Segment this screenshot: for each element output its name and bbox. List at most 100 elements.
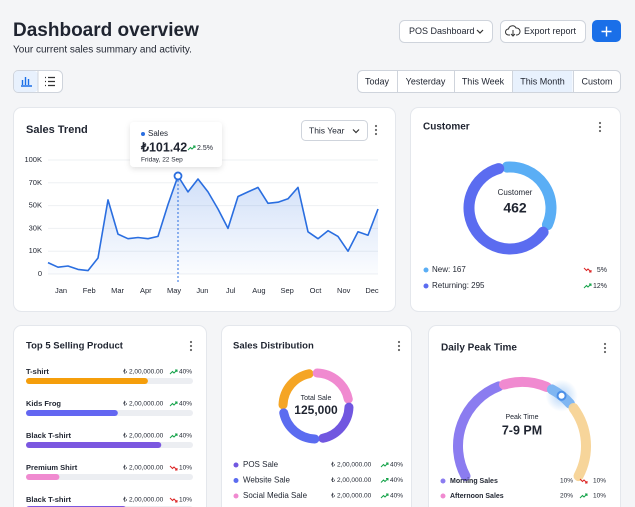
menu-dot: [603, 350, 607, 354]
menu-dot: [374, 132, 378, 136]
y-tick-label: 10K: [29, 246, 42, 255]
legend-dot: [423, 267, 429, 273]
x-tick-label: Nov: [337, 286, 351, 295]
trend-icon: [380, 493, 389, 499]
menu-dot: [603, 346, 607, 350]
donut-total: 462: [503, 200, 527, 216]
legend-dot: [440, 493, 446, 499]
donut-segment: [312, 368, 353, 404]
list-icon[interactable]: [45, 76, 55, 87]
tooltip-value: ₺101.42: [140, 140, 187, 154]
date-tab: Custom: [581, 76, 612, 86]
legend-change: 10%: [593, 493, 606, 500]
legend-change: 10%: [593, 478, 606, 485]
card-title: Sales Trend: [26, 124, 88, 136]
gauge-segment: [453, 381, 504, 482]
date-tab: Today: [365, 76, 390, 86]
progress-bar: [26, 410, 118, 416]
gauge-segment: [568, 402, 591, 482]
y-tick-label: 30K: [29, 223, 42, 232]
legend-change: 40%: [390, 477, 403, 484]
card-title: Top 5 Selling Product: [26, 341, 124, 352]
y-tick-label: 50K: [29, 201, 42, 210]
menu-dot: [189, 340, 193, 344]
bar-icon: [21, 77, 32, 87]
donut-label: Total Sale: [301, 395, 332, 402]
donut-segment: [279, 408, 320, 444]
date-tab: Yesterday: [406, 76, 446, 86]
menu-dot: [189, 344, 193, 348]
trend-icon: [169, 497, 178, 503]
period-select[interactable]: [301, 120, 368, 141]
product-price: ₺ 2,00,000.00: [123, 496, 164, 504]
menu-dot: [397, 344, 401, 348]
menu-dot: [598, 125, 602, 129]
product-name: T-shirt: [26, 367, 49, 376]
donut-label: Customer: [498, 188, 533, 197]
progress-bar: [26, 442, 162, 448]
trend-icon: [169, 401, 178, 407]
legend-label: Returning: 295: [432, 281, 485, 290]
legend-dot: [233, 478, 239, 483]
page-title: Dashboard overview: [13, 20, 199, 41]
y-tick-label: 0: [38, 269, 42, 278]
page-subtitle: Your current sales summary and activity.: [13, 45, 192, 56]
product-name: Premium Shirt: [26, 463, 78, 472]
trend-icon: [187, 145, 196, 151]
legend-price: ₺ 2,00,000.00: [331, 476, 372, 484]
top-products-card: [13, 325, 207, 507]
period-label: This Year: [309, 125, 345, 135]
card-title: Sales Distribution: [233, 341, 314, 352]
export-label: Export report: [524, 26, 577, 36]
chevron: [476, 29, 484, 34]
trend-icon: [169, 465, 178, 471]
donut-segment: [463, 163, 549, 255]
date-tab: This Month: [520, 76, 565, 86]
plus-icon: [601, 26, 612, 37]
legend-dot: [233, 493, 239, 499]
product-change: 40%: [179, 401, 192, 408]
dashboard-select-label: POS Dashboard: [409, 26, 475, 36]
card-title: Daily Peak Time: [441, 343, 517, 354]
tab-selected[interactable]: [512, 71, 573, 92]
export-button[interactable]: [500, 20, 586, 43]
sales-area: [48, 175, 378, 274]
product-change: 10%: [179, 465, 192, 472]
x-tick-label: Oct: [310, 286, 323, 295]
tooltip-series: Sales: [148, 129, 168, 138]
legend-label: New: 167: [432, 265, 466, 274]
legend-change: 12%: [593, 283, 607, 290]
gauge-value: 7-9 PM: [502, 423, 542, 437]
customer-card: [410, 107, 621, 312]
card-title: Customer: [423, 122, 470, 133]
menu-dot: [189, 348, 193, 352]
product-price: ₺ 2,00,000.00: [123, 368, 164, 376]
x-tick-label: Dec: [365, 286, 379, 295]
progress-bar: [26, 474, 60, 480]
menu-dot: [598, 129, 602, 133]
legend-label: Afternoon Sales: [450, 493, 504, 500]
product-price: ₺ 2,00,000.00: [123, 432, 164, 440]
x-tick-label: Jan: [55, 286, 67, 295]
legend-share: 10%: [560, 478, 573, 485]
x-tick-label: Jun: [196, 286, 208, 295]
legend-price: ₺ 2,00,000.00: [331, 461, 372, 469]
trend-icon: [169, 369, 178, 375]
menu-dot: [603, 342, 607, 346]
x-tick-label: Mar: [111, 286, 124, 295]
dashboard-select[interactable]: [399, 20, 493, 43]
gauge-handle[interactable]: [556, 390, 567, 401]
legend-label: Website Sale: [243, 476, 291, 485]
trend-icon: [583, 283, 592, 289]
legend-change: 40%: [390, 462, 403, 469]
legend-price: ₺ 2,00,000.00: [331, 492, 372, 500]
product-change: 40%: [179, 369, 192, 376]
x-tick-label: Jul: [226, 286, 236, 295]
x-tick-label: Sep: [281, 286, 294, 295]
tooltip-dot: [141, 132, 145, 136]
legend-dot: [423, 283, 429, 289]
y-tick-label: 70K: [29, 178, 42, 187]
product-name: Black T-shirt: [26, 431, 72, 440]
